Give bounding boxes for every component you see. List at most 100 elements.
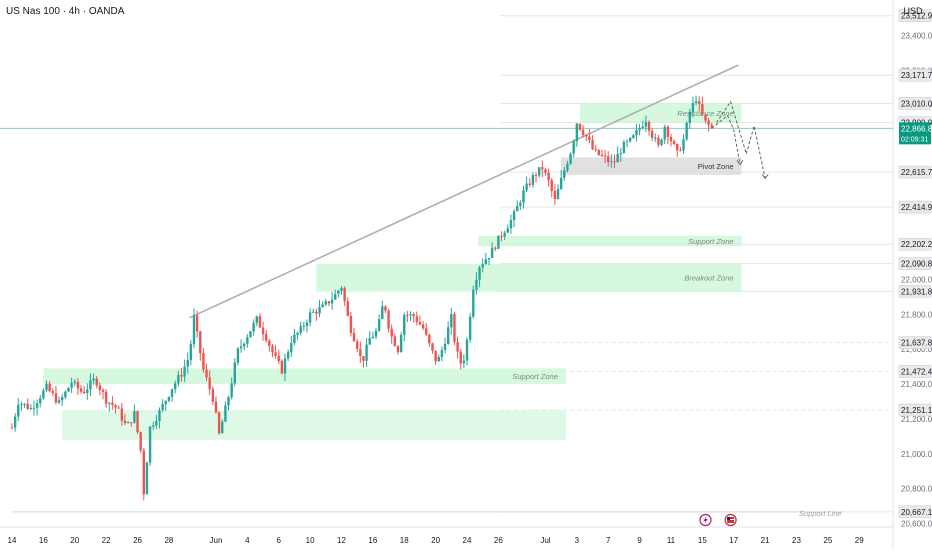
candle-body[interactable] xyxy=(136,411,139,433)
candle-body[interactable] xyxy=(92,378,95,381)
candle-body[interactable] xyxy=(472,289,475,317)
candle-body[interactable] xyxy=(230,383,233,398)
candle-body[interactable] xyxy=(632,135,635,138)
candle-body[interactable] xyxy=(261,327,265,335)
candle-body[interactable] xyxy=(572,141,575,154)
candle-body[interactable] xyxy=(293,334,296,344)
candle-body[interactable] xyxy=(117,407,120,409)
candle-body[interactable] xyxy=(497,235,500,249)
candle-body[interactable] xyxy=(208,377,211,390)
candle-body[interactable] xyxy=(302,326,306,328)
candle-body[interactable] xyxy=(114,405,117,408)
candle-body[interactable] xyxy=(559,177,563,190)
candle-body[interactable] xyxy=(330,299,334,304)
candle-body[interactable] xyxy=(315,311,318,314)
candle-body[interactable] xyxy=(666,126,670,137)
candle-body[interactable] xyxy=(694,101,698,104)
candle-body[interactable] xyxy=(628,137,632,142)
candle-body[interactable] xyxy=(465,339,469,361)
candle-body[interactable] xyxy=(553,190,557,200)
candle-body[interactable] xyxy=(42,390,45,399)
candle-body[interactable] xyxy=(503,232,506,237)
candle-body[interactable] xyxy=(26,403,29,409)
candle-body[interactable] xyxy=(613,161,616,163)
candle-body[interactable] xyxy=(312,311,315,313)
candle-body[interactable] xyxy=(264,334,268,341)
candle-body[interactable] xyxy=(688,112,692,123)
candle-body[interactable] xyxy=(355,341,359,349)
candle-body[interactable] xyxy=(271,345,274,353)
candle-body[interactable] xyxy=(233,362,236,384)
candle-body[interactable] xyxy=(450,314,453,328)
candle-body[interactable] xyxy=(202,353,205,370)
candle-body[interactable] xyxy=(252,322,255,332)
candle-body[interactable] xyxy=(173,383,177,390)
candle-body[interactable] xyxy=(86,389,89,394)
candle-body[interactable] xyxy=(70,382,73,388)
candle-body[interactable] xyxy=(698,101,701,105)
candle-body[interactable] xyxy=(494,247,497,249)
candle-body[interactable] xyxy=(481,264,484,268)
candle-body[interactable] xyxy=(594,149,597,151)
candle-body[interactable] xyxy=(76,381,80,389)
candle-body[interactable] xyxy=(349,315,353,333)
candle-body[interactable] xyxy=(384,306,387,311)
candle-body[interactable] xyxy=(519,202,522,206)
candle-body[interactable] xyxy=(258,316,262,328)
candle-body[interactable] xyxy=(167,396,171,401)
candle-body[interactable] xyxy=(186,359,189,367)
candle-body[interactable] xyxy=(10,427,14,429)
price-axis[interactable] xyxy=(893,0,932,550)
candle-body[interactable] xyxy=(456,342,459,352)
candle-body[interactable] xyxy=(277,355,280,362)
candle-body[interactable] xyxy=(79,388,83,392)
candle-body[interactable] xyxy=(644,121,648,127)
candle-body[interactable] xyxy=(17,404,20,417)
candle-body[interactable] xyxy=(654,137,657,139)
candle-body[interactable] xyxy=(108,402,111,404)
candle-body[interactable] xyxy=(672,141,676,145)
candle-body[interactable] xyxy=(20,403,23,405)
candle-body[interactable] xyxy=(641,126,644,129)
candle-body[interactable] xyxy=(619,153,622,155)
candle-body[interactable] xyxy=(500,235,503,237)
candle-body[interactable] xyxy=(428,334,431,344)
candle-body[interactable] xyxy=(581,129,585,136)
candle-body[interactable] xyxy=(387,310,390,329)
candle-body[interactable] xyxy=(418,322,422,325)
candle-body[interactable] xyxy=(541,167,544,170)
candle-body[interactable] xyxy=(531,175,535,185)
candle-body[interactable] xyxy=(528,183,531,185)
candle-body[interactable] xyxy=(575,123,579,142)
candle-body[interactable] xyxy=(550,180,553,191)
candle-body[interactable] xyxy=(170,389,174,397)
candle-body[interactable] xyxy=(622,142,626,154)
candle-body[interactable] xyxy=(305,322,309,327)
candle-body[interactable] xyxy=(139,432,142,451)
candle-body[interactable] xyxy=(334,293,337,300)
candle-body[interactable] xyxy=(51,391,54,394)
candle-body[interactable] xyxy=(381,306,384,320)
candle-body[interactable] xyxy=(434,350,437,362)
candle-body[interactable] xyxy=(195,315,199,332)
candle-body[interactable] xyxy=(249,331,252,338)
candle-body[interactable] xyxy=(189,344,193,360)
symbol-title[interactable]: US Nas 100 · 4h · OANDA xyxy=(6,6,125,17)
candle-body[interactable] xyxy=(327,301,331,304)
candle-body[interactable] xyxy=(343,287,346,302)
candle-body[interactable] xyxy=(340,287,343,291)
candle-body[interactable] xyxy=(255,316,258,323)
candle-body[interactable] xyxy=(283,358,287,374)
candle-body[interactable] xyxy=(453,314,456,343)
candle-body[interactable] xyxy=(431,343,434,351)
candle-body[interactable] xyxy=(506,228,510,233)
candle-body[interactable] xyxy=(268,340,271,346)
current-price-box[interactable] xyxy=(899,122,931,145)
candle-body[interactable] xyxy=(682,139,685,151)
candle-body[interactable] xyxy=(246,337,249,344)
candle-body[interactable] xyxy=(478,267,481,280)
candle-body[interactable] xyxy=(701,104,704,115)
candle-body[interactable] xyxy=(48,383,51,392)
candle-body[interactable] xyxy=(321,304,324,308)
